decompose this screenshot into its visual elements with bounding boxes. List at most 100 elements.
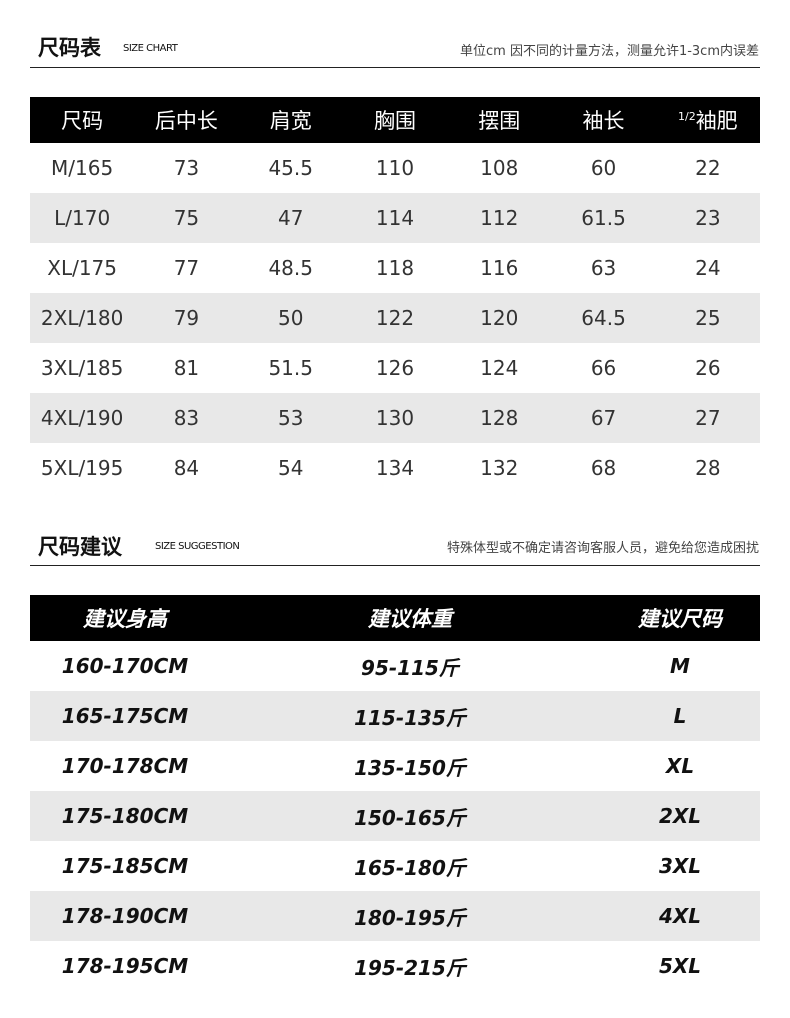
table-cell: 120 (447, 293, 552, 343)
table-cell: 114 (342, 193, 448, 243)
table-cell: M/165 (51, 156, 114, 180)
size-suggestion-subtitle: SIZE SUGGESTION (155, 541, 240, 552)
table-cell: 5XL/195 (40, 456, 124, 480)
table-row: 165-175CM 115-135斤 L (30, 691, 760, 741)
col-header: 摆围 (447, 97, 552, 143)
table-cell: 50 (238, 293, 343, 343)
table-cell: 3XL/185 (40, 356, 124, 380)
size-chart-table: 尺码 后中长 肩宽 胸围 摆围 袖长 1/2袖肥 M/165 73 45.5 110 1… (30, 97, 760, 493)
table-cell: 22 (695, 156, 721, 180)
table-cell: 170-178CM (61, 754, 189, 778)
table-cell: 95-115斤 (361, 655, 459, 680)
table-cell: 63 (590, 256, 617, 280)
table-cell: 135-150斤 (354, 755, 466, 780)
table-cell: 126 (375, 356, 415, 380)
table-cell: 53 (238, 393, 343, 443)
table-row: 175-185CM 165-180斤 3XL (30, 841, 760, 891)
table-row: 170-178CM 135-150斤 XL (30, 741, 760, 791)
table-cell: 150-165斤 (220, 791, 600, 841)
table-row: 3XL/185 81 51.5 126 124 66 26 (30, 343, 760, 393)
half-prefix: 1/2 (677, 110, 696, 123)
table-cell: 51.5 (268, 356, 313, 380)
table-cell: 195-215斤 (354, 955, 466, 980)
size-suggestion-table: 建议身高 建议体重 建议尺码 160-170CM 95-115斤 M 165-175C… (30, 595, 760, 991)
size-chart-note: 单位cm 因不同的计量方法，测量允许1-3cm内误差 (460, 44, 759, 59)
table-row: 178-190CM 180-195斤 4XL (30, 891, 760, 941)
table-cell: 178-190CM (30, 891, 220, 941)
table-row: 160-170CM 95-115斤 M (30, 641, 760, 691)
col-header: 建议尺码 (600, 595, 760, 641)
table-cell: 165-180斤 (354, 855, 466, 880)
col-header: 肩宽 (238, 97, 343, 143)
table-cell: M (670, 654, 690, 678)
col-header: 尺码 (30, 97, 135, 143)
table-cell: 130 (342, 393, 448, 443)
table-cell: 24 (695, 256, 721, 280)
table-cell: L/170 (30, 193, 135, 243)
table-cell: XL (665, 754, 695, 778)
table-cell: 28 (695, 456, 721, 480)
table-cell: 178-195CM (61, 954, 189, 978)
col-header: 袖长 (551, 97, 656, 143)
col-header: 1/2袖肥 (655, 97, 760, 143)
table-cell: 2XL (600, 791, 760, 841)
table-cell: 75 (134, 193, 239, 243)
table-cell: 115-135斤 (220, 691, 600, 741)
table-row: 4XL/190 83 53 130 128 67 27 (30, 393, 760, 443)
table-cell: 2XL/180 (30, 293, 135, 343)
table-cell: XL/175 (47, 256, 118, 280)
table-cell: 4XL/190 (30, 393, 135, 443)
table-cell: 81 (173, 356, 200, 380)
col-header: 胸围 (342, 97, 448, 143)
table-cell: 84 (173, 456, 200, 480)
table-cell: 165-175CM (30, 691, 220, 741)
table-row: L/170 75 47 114 112 61.5 23 (30, 193, 760, 243)
col-header-label: 袖肥 (695, 109, 738, 133)
table-cell: 77 (173, 256, 200, 280)
table-cell: 47 (238, 193, 343, 243)
table-cell: 60 (590, 156, 617, 180)
table-cell: 4XL (600, 891, 760, 941)
table-row: 175-180CM 150-165斤 2XL (30, 791, 760, 841)
table-cell: 124 (480, 356, 519, 380)
table-cell: 25 (655, 293, 760, 343)
table-cell: 64.5 (551, 293, 656, 343)
table-cell: 175-185CM (61, 854, 189, 878)
table-cell: 122 (342, 293, 448, 343)
table-cell: 26 (695, 356, 721, 380)
table-cell: 112 (447, 193, 552, 243)
table-cell: 61.5 (551, 193, 656, 243)
table-cell: 160-170CM (61, 654, 189, 678)
table-row: XL/175 77 48.5 118 116 63 24 (30, 243, 760, 293)
table-cell: 118 (375, 256, 415, 280)
table-cell: 116 (480, 256, 519, 280)
divider (30, 565, 760, 566)
size-suggestion-title: 尺码建议 (38, 535, 122, 559)
table-cell: 5XL (658, 954, 702, 978)
table-row: M/165 73 45.5 110 108 60 22 (30, 143, 760, 193)
divider (30, 67, 760, 68)
col-header: 建议体重 (220, 595, 600, 641)
table-cell: 132 (480, 456, 519, 480)
size-chart-subtitle: SIZE CHART (123, 43, 178, 54)
table-cell: 108 (480, 156, 519, 180)
size-chart-title: 尺码表 (38, 36, 101, 60)
table-cell: 68 (590, 456, 617, 480)
table-cell: 66 (590, 356, 617, 380)
table-row: 178-195CM 195-215斤 5XL (30, 941, 760, 991)
table-cell: 27 (655, 393, 760, 443)
table-cell: 175-180CM (30, 791, 220, 841)
table-cell: 23 (655, 193, 760, 243)
table-cell: 3XL (658, 854, 702, 878)
table-cell: 134 (375, 456, 415, 480)
table-row: 2XL/180 79 50 122 120 64.5 25 (30, 293, 760, 343)
col-header: 后中长 (134, 97, 239, 143)
table-cell: 73 (173, 156, 200, 180)
size-suggestion-note: 特殊体型或不确定请咨询客服人员，避免给您造成困扰 (446, 541, 759, 556)
table-cell: 48.5 (268, 256, 313, 280)
table-cell: 180-195斤 (220, 891, 600, 941)
table-cell: 110 (375, 156, 415, 180)
table-cell: 79 (134, 293, 239, 343)
col-header: 建议身高 (30, 595, 220, 641)
table-cell: 45.5 (268, 156, 313, 180)
